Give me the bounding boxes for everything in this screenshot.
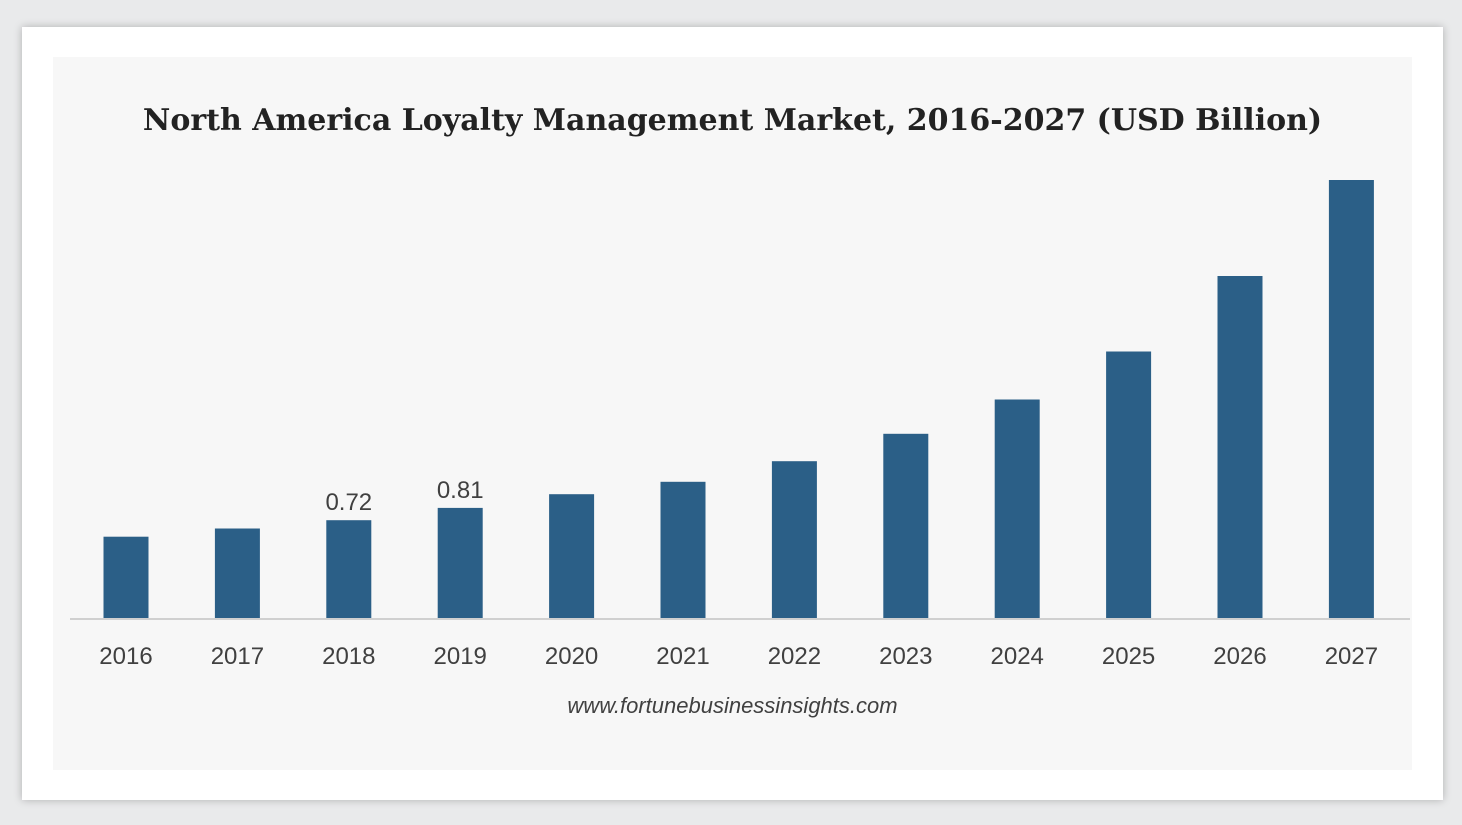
x-tick-label-2027: 2027	[1325, 643, 1378, 670]
x-tick-label-2025: 2025	[1102, 643, 1155, 670]
bar-2022	[771, 461, 817, 619]
bar-2021	[660, 481, 706, 619]
x-tick-label-2026: 2026	[1213, 643, 1266, 670]
bar-2018	[326, 520, 372, 619]
bar-2017	[214, 528, 260, 619]
bar-2026	[1217, 276, 1263, 619]
chart-title: North America Loyalty Management Market,…	[142, 103, 1323, 138]
x-tick-label-2024: 2024	[991, 643, 1044, 670]
x-tick-label-2022: 2022	[768, 643, 821, 670]
bar-2016	[103, 536, 149, 619]
data-label-2019: 0.81	[437, 477, 484, 504]
bars-group	[103, 180, 1374, 619]
data-label-2018: 0.72	[325, 489, 372, 516]
bar-2024	[994, 399, 1040, 619]
bar-2019	[437, 507, 483, 619]
bar-2025	[1106, 351, 1152, 619]
x-tick-label-2020: 2020	[545, 643, 598, 670]
chart-panel: North America Loyalty Management Market,…	[53, 57, 1412, 770]
data-labels: 0.72 0.81	[325, 477, 483, 516]
chart-card: North America Loyalty Management Market,…	[22, 27, 1443, 800]
x-tick-label-2016: 2016	[99, 643, 152, 670]
x-tick-label-2019: 2019	[434, 643, 487, 670]
bar-2023	[883, 433, 929, 619]
x-tick-label-2018: 2018	[322, 643, 375, 670]
x-tick-labels: 2016 2017 2018 2019 2020 2021 2022 2023 2024 2025…	[99, 643, 1378, 670]
bar-2020	[549, 494, 595, 619]
x-tick-label-2021: 2021	[656, 643, 709, 670]
x-tick-label-2017: 2017	[211, 643, 264, 670]
bar-chart: 2016 2017 2018 2019 2020 2021 2022 2023 2024 2025…	[70, 180, 1410, 670]
source-url: www.fortunebusinessinsights.com	[567, 693, 898, 718]
bar-2027	[1328, 180, 1374, 619]
x-tick-label-2023: 2023	[879, 643, 932, 670]
